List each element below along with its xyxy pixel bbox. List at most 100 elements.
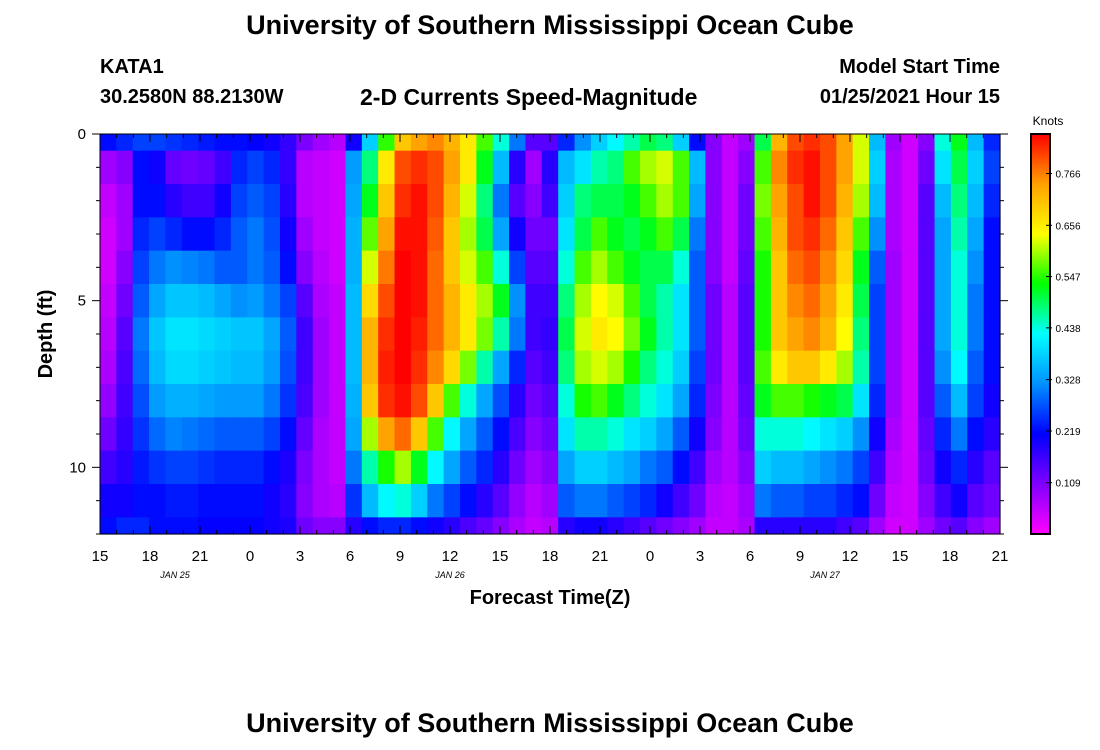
heatmap-cell	[852, 384, 870, 418]
heatmap-cell	[443, 417, 461, 452]
heatmap-cell	[721, 284, 739, 318]
heatmap-cell	[869, 134, 887, 152]
heatmap-cell	[770, 517, 788, 535]
heatmap-cell	[165, 184, 183, 218]
heatmap-cell	[983, 450, 1001, 485]
heatmap-cell	[410, 284, 428, 318]
heatmap-cell	[427, 350, 445, 385]
heatmap-cell	[640, 517, 657, 535]
heatmap-cell	[100, 150, 117, 185]
heatmap-cell	[198, 317, 216, 352]
heatmap-cell	[541, 184, 559, 218]
heatmap-cell	[803, 217, 821, 252]
heatmap-cell	[230, 317, 248, 352]
heatmap-cell	[869, 250, 887, 285]
heatmap-cell	[394, 217, 412, 252]
heatmap-cell	[492, 250, 510, 285]
heatmap-cell	[116, 184, 134, 218]
heatmap-cell	[705, 284, 723, 318]
heatmap-cell	[950, 350, 968, 385]
heatmap-cell	[558, 217, 576, 252]
heatmap-cell	[312, 484, 330, 518]
heatmap-cell	[590, 284, 608, 318]
heatmap-cell	[770, 450, 788, 485]
heatmap-cell	[476, 250, 494, 285]
heatmap-cell	[721, 317, 739, 352]
heatmap-cell	[885, 150, 903, 185]
heatmap-cell	[345, 284, 363, 318]
heatmap-cell	[165, 384, 183, 418]
heatmap-cell	[361, 450, 379, 485]
heatmap-cell	[983, 417, 1001, 452]
heatmap-cell	[656, 350, 674, 385]
heatmap-cells	[100, 134, 1001, 535]
heatmap-cell	[394, 384, 412, 418]
heatmap-cell	[181, 517, 199, 535]
heatmap-cell	[509, 217, 527, 252]
heatmap-cell	[672, 184, 690, 218]
heatmap-cell	[901, 217, 919, 252]
heatmap-cell	[836, 450, 854, 485]
heatmap-cell	[869, 450, 887, 485]
heatmap-cell	[247, 384, 265, 418]
heatmap-cell	[296, 517, 314, 535]
heatmap-cell	[181, 184, 199, 218]
heatmap-cell	[558, 150, 576, 185]
heatmap-cell	[312, 217, 330, 252]
heatmap-cell	[640, 484, 657, 518]
heatmap-cell	[410, 217, 428, 252]
heatmap-cell	[803, 417, 821, 452]
heatmap-cell	[574, 284, 592, 318]
heatmap-cell	[378, 284, 396, 318]
heatmap-cell	[280, 250, 297, 285]
heatmap-cell	[656, 284, 674, 318]
heatmap-cell	[230, 217, 248, 252]
heatmap-cell	[329, 317, 347, 352]
heatmap-cell	[198, 134, 216, 152]
heatmap-cell	[787, 450, 805, 485]
heatmap-cell	[525, 284, 543, 318]
heatmap-cell	[918, 384, 936, 418]
heatmap-cell	[656, 450, 674, 485]
heatmap-cell	[116, 150, 134, 185]
heatmap-cell	[836, 384, 854, 418]
heatmap-cell	[656, 317, 674, 352]
heatmap-cell	[754, 284, 772, 318]
heatmap-cell	[214, 134, 232, 152]
heatmap-cell	[934, 184, 952, 218]
x-tick-label: 21	[592, 548, 609, 565]
heatmap-cell	[296, 317, 314, 352]
heatmap-cell	[149, 134, 167, 152]
heatmap-cell	[640, 284, 657, 318]
heatmap-cell	[100, 484, 117, 518]
colorbar-unit-label: Knots	[1033, 114, 1064, 128]
heatmap-cell	[247, 317, 265, 352]
heatmap-cell	[705, 384, 723, 418]
y-tick-label: 10	[69, 459, 86, 476]
heatmap-cell	[410, 134, 428, 152]
heatmap-cell	[509, 350, 527, 385]
heatmap-cell	[525, 450, 543, 485]
heatmap-cell	[460, 150, 477, 185]
heatmap-cell	[950, 134, 968, 152]
heatmap-cell	[672, 317, 690, 352]
heatmap-cell	[852, 517, 870, 535]
heatmap-cell	[361, 184, 379, 218]
heatmap-cell	[492, 184, 510, 218]
heatmap-cell	[345, 384, 363, 418]
heatmap-cell	[607, 450, 625, 485]
heatmap-cell	[656, 384, 674, 418]
heatmap-cell	[476, 150, 494, 185]
heatmap-cell	[378, 317, 396, 352]
heatmap-cell	[214, 484, 232, 518]
heatmap-cell	[950, 217, 968, 252]
heatmap-cell	[280, 350, 297, 385]
heatmap-cell	[738, 384, 756, 418]
heatmap-cell	[640, 384, 657, 418]
heatmap-cell	[132, 317, 150, 352]
heatmap-cell	[378, 517, 396, 535]
heatmap-cell	[230, 284, 248, 318]
heatmap-cell	[443, 350, 461, 385]
heatmap-cell	[296, 350, 314, 385]
heatmap-cell	[770, 217, 788, 252]
